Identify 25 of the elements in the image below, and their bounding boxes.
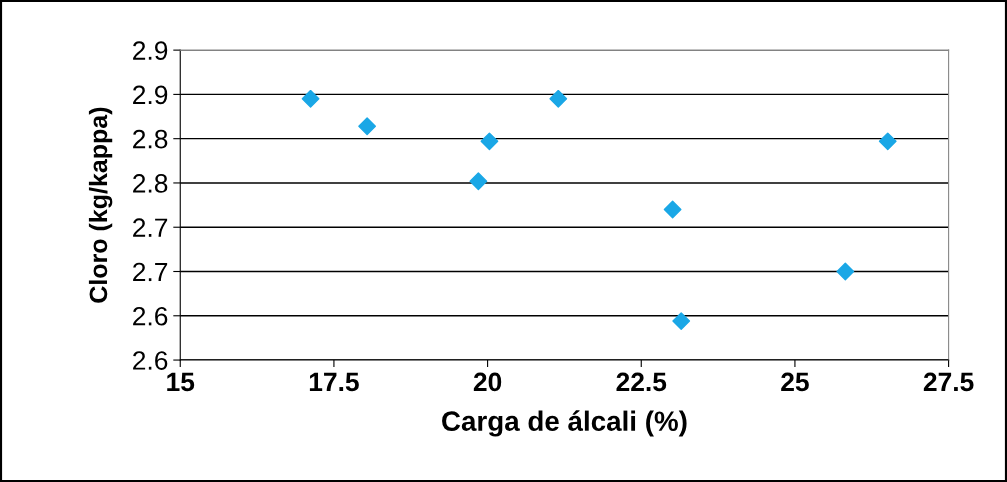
y-tick-label: 2.7 [133, 218, 168, 237]
point [836, 262, 855, 281]
point [663, 200, 682, 219]
x-axis-title: Carga de álcali (%) [442, 410, 687, 437]
x-tick-label: 25 [781, 372, 809, 392]
point [358, 117, 377, 136]
y-tick-label: 2.8 [133, 174, 168, 193]
x-tick-label: 27.5 [923, 372, 974, 392]
x-tick-label: 22.5 [616, 372, 667, 392]
point [301, 89, 320, 108]
point [878, 132, 897, 151]
y-axis-title: Cloro (kg/kappa) [88, 107, 113, 303]
x-tick-label: 15 [167, 372, 195, 392]
x-tick-label: 17.5 [309, 372, 359, 392]
y-tick-label: 2.7 [133, 262, 168, 282]
y-tick-label: 2.9 [133, 85, 168, 105]
x-tick-label: 20 [473, 372, 502, 392]
point [672, 312, 691, 331]
y-tick-label: 2.6 [133, 351, 168, 370]
point [549, 89, 568, 108]
point [480, 132, 499, 151]
point [469, 172, 488, 191]
y-tick-label: 2.8 [133, 129, 168, 149]
y-tick-label: 2.6 [133, 306, 168, 326]
y-tick-label: 2.9 [133, 41, 168, 60]
